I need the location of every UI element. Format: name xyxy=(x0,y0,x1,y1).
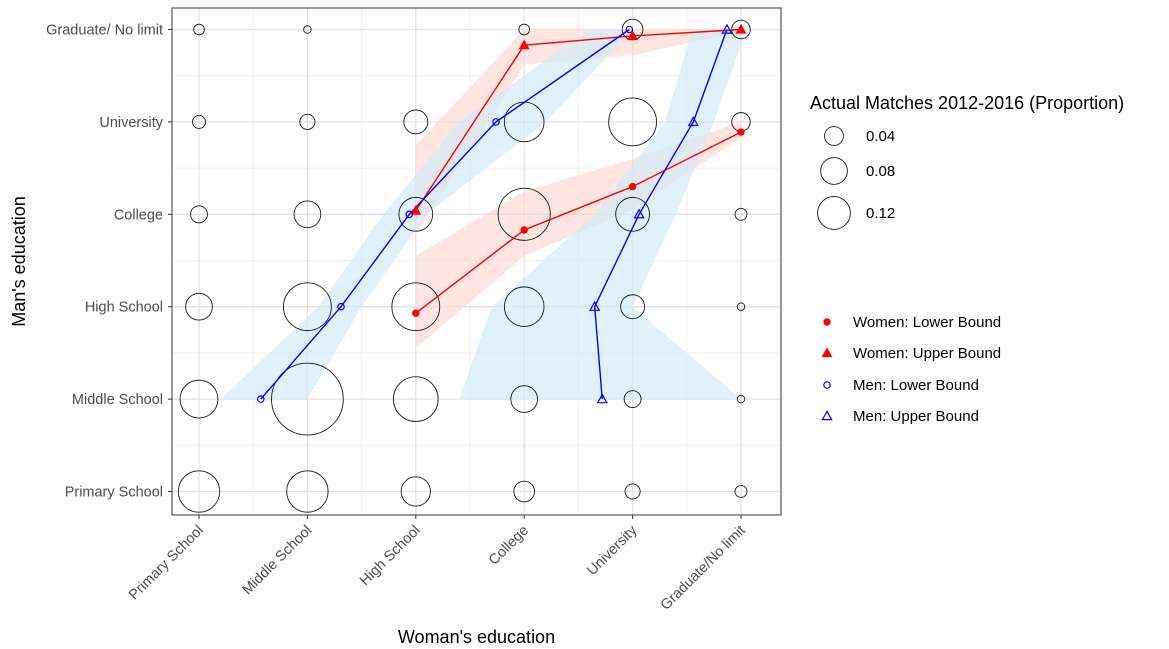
bubble-point xyxy=(497,187,551,241)
y-tick-label: Primary School xyxy=(65,485,163,501)
bubble-point xyxy=(503,286,545,327)
series-legend-key xyxy=(823,381,831,389)
size-legend-label: 0.12 xyxy=(866,205,895,222)
size-legend-circle xyxy=(824,126,844,146)
series-legend-label: Men: Upper Bound xyxy=(853,408,979,425)
size-legend-circle xyxy=(820,157,848,185)
bubble-point xyxy=(185,292,213,321)
marker-men-lower-bound xyxy=(492,118,500,126)
series-lines xyxy=(260,28,742,400)
bubble-point xyxy=(608,97,657,147)
bubble-point xyxy=(736,302,746,311)
bubble-point xyxy=(624,483,641,500)
ribbon-women-upper-bound xyxy=(415,29,741,235)
bubble-point xyxy=(177,470,221,513)
bubble-point xyxy=(179,379,219,419)
bubble-point xyxy=(286,470,329,513)
ribbon-men-lower-bound xyxy=(220,29,633,400)
series-legend-label: Women: Upper Bound xyxy=(853,345,1001,362)
y-axis-title: Man's education xyxy=(9,196,29,327)
bubble-point xyxy=(293,200,322,229)
marker-women-upper-bound xyxy=(735,23,747,34)
series-line-men-lower-bound xyxy=(260,28,630,400)
bubble-point xyxy=(190,205,208,224)
bubble-point xyxy=(510,385,539,413)
series-line-men-upper-bound xyxy=(593,29,728,400)
panel-border xyxy=(171,7,782,516)
marker-women-lower-bound xyxy=(412,309,420,317)
marker-men-upper-bound xyxy=(596,393,608,404)
y-tick-label: Graduate/ No limit xyxy=(46,23,163,39)
bubbles xyxy=(177,18,751,513)
series-line-women-upper-bound xyxy=(415,28,742,211)
marker-women-lower-bound xyxy=(737,128,745,136)
bubble-point xyxy=(283,282,332,332)
marker-men-lower-bound xyxy=(625,25,634,34)
ribbon-men-upper-bound xyxy=(459,29,747,400)
bubble-point xyxy=(403,109,429,135)
marker-men-lower-bound xyxy=(405,210,414,219)
marker-women-upper-bound xyxy=(410,204,422,215)
series-legend: Women: Lower Bound Women: Upper Bound Men:… xyxy=(821,314,1001,425)
bubble-point xyxy=(191,114,207,129)
y-tick-label: University xyxy=(99,115,163,131)
bubble-point xyxy=(513,480,536,503)
bubble-point xyxy=(615,196,650,232)
y-tick-label: Middle School xyxy=(72,392,163,408)
bubble-point xyxy=(398,196,434,232)
marker-women-upper-bound xyxy=(518,39,530,50)
marker-women-lower-bound xyxy=(520,226,528,234)
bubble-point xyxy=(299,113,316,130)
series-legend-label: Men: Lower Bound xyxy=(853,377,979,394)
bubble-point xyxy=(734,207,748,221)
marker-men-upper-bound xyxy=(589,300,601,311)
series-legend-key xyxy=(821,347,833,358)
size-legend-title: Actual Matches 2012-2016 (Proportion) xyxy=(810,93,1124,113)
bubble-point xyxy=(193,23,205,36)
bubble-point xyxy=(303,25,312,34)
x-axis-title: Woman's education xyxy=(398,627,555,647)
size-legend-label: 0.04 xyxy=(866,128,895,145)
bubble-point xyxy=(620,294,646,320)
marker-men-upper-bound xyxy=(687,116,699,127)
series-legend-label: Women: Lower Bound xyxy=(853,314,1001,331)
marker-men-upper-bound xyxy=(721,23,733,34)
size-legend-circle xyxy=(817,196,851,230)
marker-men-lower-bound xyxy=(337,302,345,311)
marker-men-upper-bound xyxy=(633,208,645,219)
marker-men-lower-bound xyxy=(256,395,265,403)
series-legend-key xyxy=(823,318,831,326)
marker-women-upper-bound xyxy=(627,30,639,41)
size-legend: Actual Matches 2012-2016 (Proportion) 0.… xyxy=(810,93,1124,230)
series-markers xyxy=(256,23,747,404)
series-legend-key xyxy=(821,410,833,421)
y-tick-label: High School xyxy=(85,300,163,316)
bubble-point xyxy=(623,390,642,409)
bubble-point xyxy=(391,282,441,332)
bubble-point xyxy=(400,476,431,507)
marker-women-lower-bound xyxy=(628,182,637,191)
y-tick-label: College xyxy=(114,207,163,223)
size-legend-label: 0.08 xyxy=(866,163,895,180)
bubble-point xyxy=(518,23,530,36)
bubble-point xyxy=(392,376,439,422)
series-line-women-lower-bound xyxy=(415,131,742,314)
bubble-point xyxy=(734,485,748,498)
bubble-point xyxy=(736,394,746,404)
bubble-point xyxy=(271,362,344,436)
